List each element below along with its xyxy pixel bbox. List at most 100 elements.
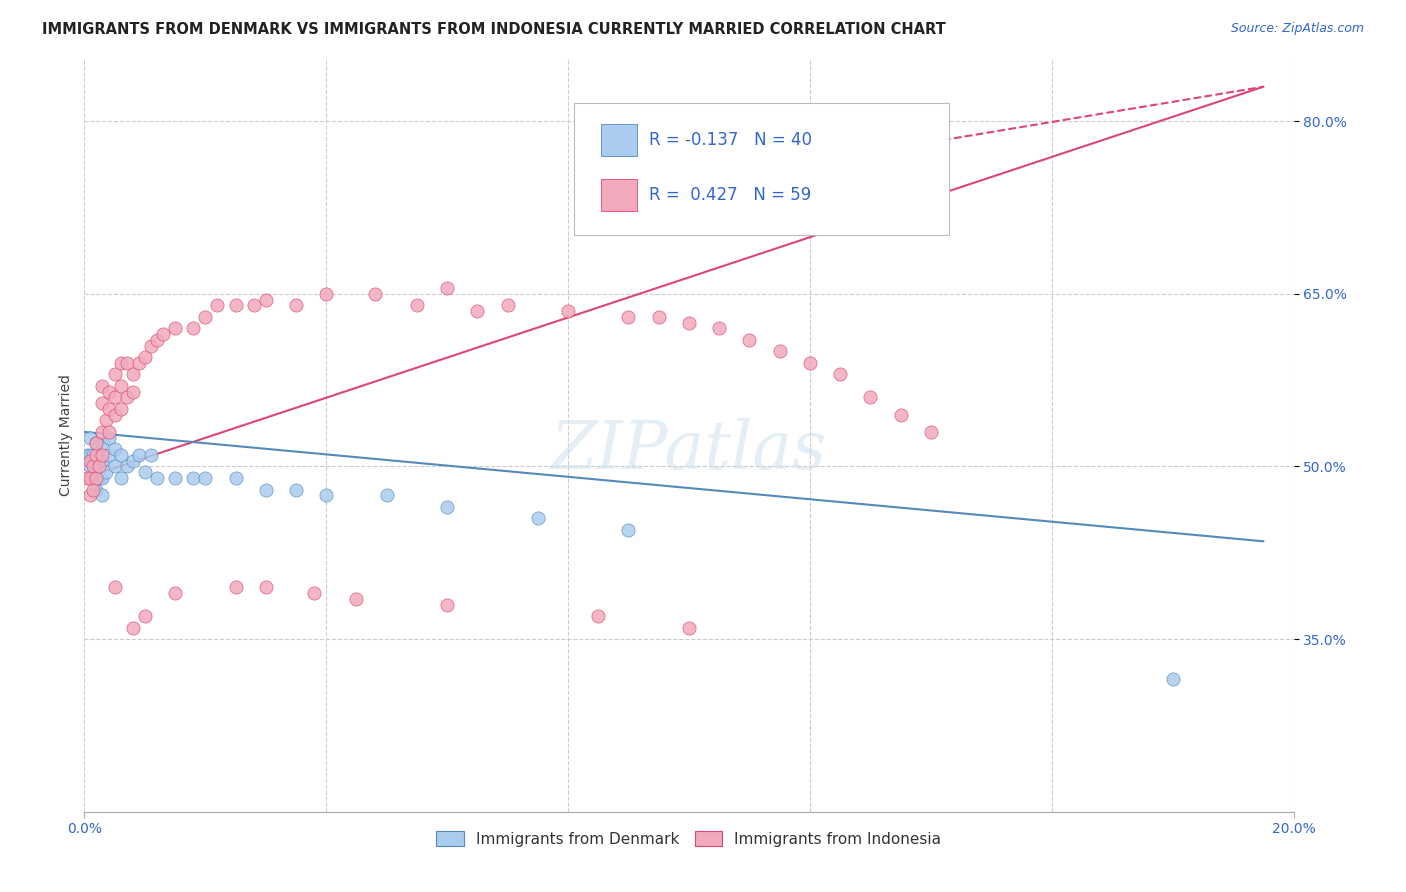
- Point: [82, 459, 104, 474]
- Point: [165, 471, 187, 485]
- Point: [181, 471, 204, 485]
- Point: [139, 448, 162, 462]
- Point: [859, 391, 882, 405]
- Point: [194, 310, 217, 324]
- Point: [91, 488, 114, 502]
- Point: [121, 621, 143, 635]
- Point: [225, 298, 247, 312]
- Point: [86, 459, 108, 474]
- FancyBboxPatch shape: [600, 179, 637, 211]
- Point: [181, 321, 204, 335]
- Point: [285, 298, 308, 312]
- Point: [709, 321, 731, 335]
- Point: [225, 580, 247, 594]
- Point: [79, 471, 101, 485]
- Point: [91, 396, 114, 410]
- Point: [121, 384, 143, 399]
- Point: [104, 391, 127, 405]
- Point: [89, 459, 111, 474]
- Point: [134, 350, 156, 364]
- Point: [89, 448, 111, 462]
- Point: [799, 356, 821, 370]
- Point: [110, 471, 132, 485]
- Point: [134, 609, 156, 624]
- Point: [97, 425, 120, 439]
- Point: [146, 471, 169, 485]
- Text: R = -0.137   N = 40: R = -0.137 N = 40: [650, 131, 813, 149]
- Point: [115, 356, 138, 370]
- Point: [152, 327, 174, 342]
- Point: [436, 598, 458, 612]
- Point: [302, 586, 325, 600]
- Point: [617, 310, 640, 324]
- Point: [86, 436, 108, 450]
- Point: [91, 436, 114, 450]
- Y-axis label: Currently Married: Currently Married: [59, 374, 73, 496]
- Point: [97, 448, 120, 462]
- Point: [194, 471, 217, 485]
- Point: [91, 379, 114, 393]
- Point: [557, 304, 579, 318]
- Point: [315, 488, 337, 502]
- Text: ZIPatlas: ZIPatlas: [551, 417, 827, 483]
- Point: [86, 436, 108, 450]
- Point: [110, 356, 132, 370]
- Point: [104, 459, 127, 474]
- Point: [110, 401, 132, 416]
- Point: [79, 454, 101, 468]
- Point: [254, 580, 277, 594]
- Point: [648, 310, 671, 324]
- Point: [769, 344, 792, 359]
- Point: [588, 609, 610, 624]
- Point: [86, 483, 108, 497]
- Point: [1161, 673, 1184, 687]
- Point: [375, 488, 398, 502]
- Point: [94, 413, 117, 427]
- Point: [115, 391, 138, 405]
- Point: [121, 368, 143, 382]
- Legend: Immigrants from Denmark, Immigrants from Indonesia: Immigrants from Denmark, Immigrants from…: [430, 825, 948, 853]
- Point: [89, 471, 111, 485]
- Point: [97, 431, 120, 445]
- Point: [104, 408, 127, 422]
- Point: [110, 448, 132, 462]
- Point: [115, 459, 138, 474]
- Point: [346, 591, 368, 606]
- Point: [104, 368, 127, 382]
- Point: [207, 298, 229, 312]
- Point: [406, 298, 429, 312]
- Point: [79, 448, 101, 462]
- FancyBboxPatch shape: [600, 124, 637, 156]
- Point: [254, 293, 277, 307]
- Point: [128, 448, 150, 462]
- Point: [920, 425, 942, 439]
- Point: [678, 316, 700, 330]
- Point: [678, 621, 700, 635]
- Point: [617, 523, 640, 537]
- Point: [79, 459, 101, 474]
- Point: [97, 384, 120, 399]
- Point: [82, 471, 104, 485]
- Point: [315, 286, 337, 301]
- Point: [165, 321, 187, 335]
- Point: [86, 448, 108, 462]
- Point: [285, 483, 308, 497]
- Point: [436, 281, 458, 295]
- Point: [830, 368, 852, 382]
- Point: [91, 448, 114, 462]
- Point: [94, 465, 117, 479]
- Point: [97, 401, 120, 416]
- Point: [110, 379, 132, 393]
- Point: [165, 586, 187, 600]
- Point: [527, 511, 550, 525]
- Point: [363, 286, 385, 301]
- Point: [76, 471, 98, 485]
- Point: [79, 488, 101, 502]
- Point: [139, 339, 162, 353]
- Point: [91, 471, 114, 485]
- Point: [82, 483, 104, 497]
- Point: [242, 298, 264, 312]
- Point: [104, 442, 127, 457]
- Point: [496, 298, 519, 312]
- Point: [146, 333, 169, 347]
